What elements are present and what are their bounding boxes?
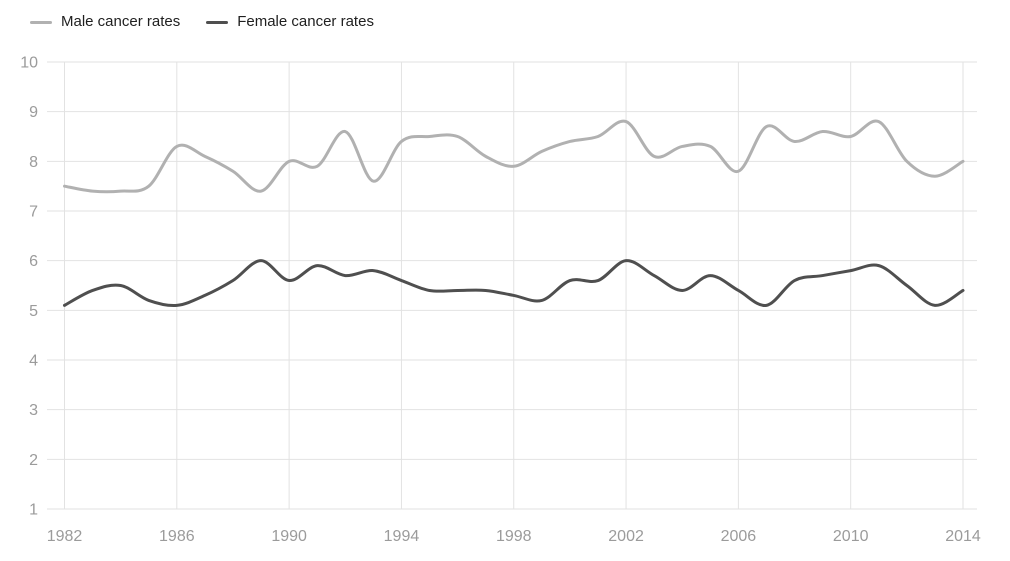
x-axis-tick-label: 2010 (833, 528, 869, 545)
y-axis-tick-label: 7 (29, 204, 38, 221)
y-axis-tick-label: 9 (29, 104, 38, 121)
y-axis-tick-label: 8 (29, 154, 38, 171)
y-axis-tick-label: 1 (29, 502, 38, 519)
male-line-swatch-icon (30, 20, 52, 24)
male-cancer-rates-line (63, 119, 965, 194)
legend-item-male[interactable]: Male cancer rates (30, 12, 180, 32)
x-axis-tick-label: 1990 (271, 528, 307, 545)
x-axis-tick-labels: 1982 1986 1990 1994 1998 2002 2006 2010 2014 (47, 528, 981, 545)
series-lines (63, 119, 965, 308)
x-axis-tick-label: 2002 (608, 528, 644, 545)
vertical-gridlines (64, 62, 964, 509)
y-axis-tick-labels: 1 2 3 4 5 6 7 8 9 10 (20, 55, 38, 519)
legend-item-female[interactable]: Female cancer rates (206, 12, 374, 32)
chart-legend: Male cancer rates Female cancer rates (30, 12, 400, 32)
y-axis-tick-label: 5 (29, 303, 38, 320)
y-axis-tick-label: 10 (20, 55, 38, 72)
x-axis-tick-label: 1994 (384, 528, 420, 545)
y-axis-tick-label: 3 (29, 402, 38, 419)
x-axis-tick-label: 2006 (721, 528, 757, 545)
female-cancer-rates-line (63, 259, 965, 308)
y-axis-tick-label: 6 (29, 253, 38, 270)
x-axis-tick-label: 2014 (945, 528, 981, 545)
horizontal-gridlines (47, 61, 977, 510)
y-axis-tick-label: 2 (29, 452, 38, 469)
x-axis-tick-label: 1982 (47, 528, 83, 545)
female-line-swatch-icon (206, 20, 229, 24)
y-axis-tick-label: 4 (29, 353, 38, 370)
x-axis-tick-label: 1998 (496, 528, 532, 545)
legend-label-female: Female cancer rates (237, 13, 374, 30)
legend-label-male: Male cancer rates (61, 13, 181, 30)
x-axis-tick-label: 1986 (159, 528, 195, 545)
